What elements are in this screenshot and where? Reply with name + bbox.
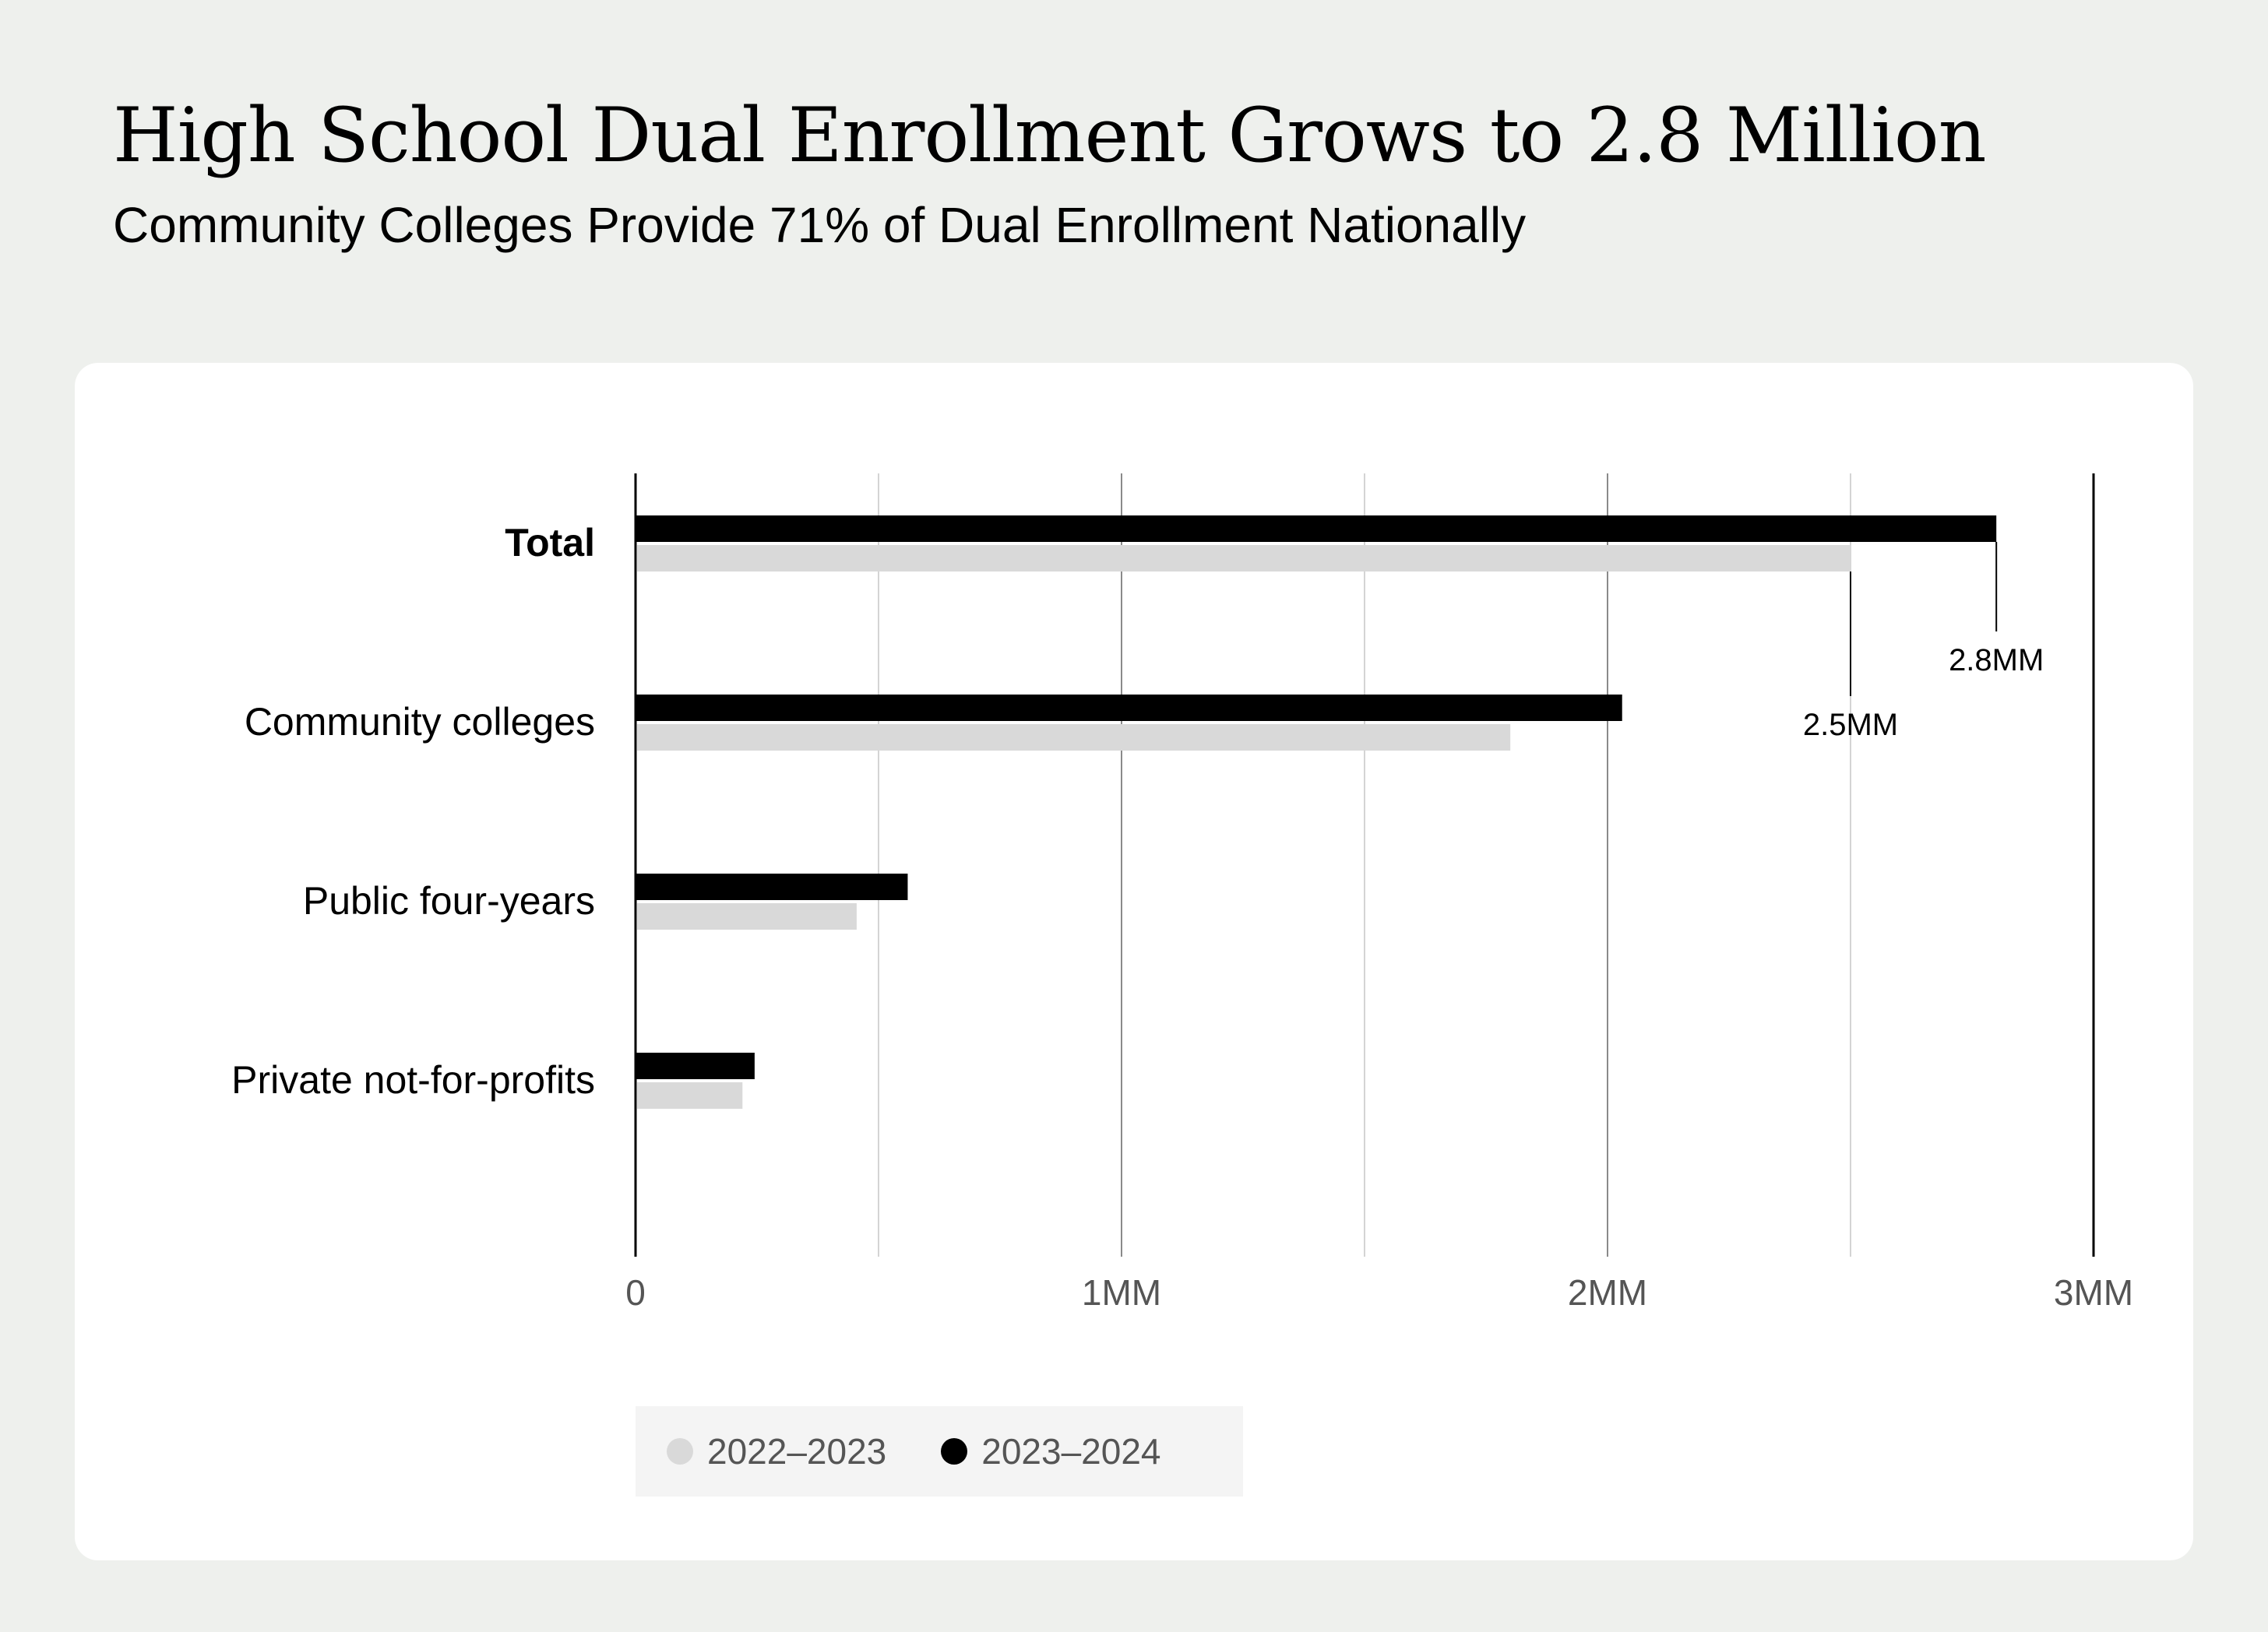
chart-subtitle: Community Colleges Provide 71% of Dual E… (113, 197, 1527, 253)
bar-public-four-years-2022-2023 (637, 903, 857, 930)
category-label-public-four-years: Public four-years (303, 879, 595, 923)
chart-card: 0 1MM 2MM 3MM Total Community colleges Public … (75, 363, 2193, 1560)
x-tick-label-1mm: 1MM (1082, 1272, 1161, 1313)
legend-dot-2022-2023 (667, 1438, 693, 1465)
bar-community-colleges-2022-2023 (637, 724, 1511, 751)
bar-chart: 0 1MM 2MM 3MM Total Community colleges Public … (231, 473, 2133, 1313)
category-label-private-not-for-profits: Private not-for-profits (231, 1058, 595, 1102)
bar-private-not-for-profits-2022-2023 (637, 1082, 743, 1109)
legend-item-2023-2024: 2023–2024 (941, 1430, 1161, 1472)
annotation-label-2-5mm: 2.5MM (1803, 708, 1898, 742)
category-label-community-colleges: Community colleges (245, 700, 595, 744)
category-label-total: Total (505, 521, 595, 565)
legend-item-2022-2023: 2022–2023 (667, 1430, 886, 1472)
x-tick-label-0: 0 (625, 1272, 646, 1313)
legend-label-2023-2024: 2023–2024 (981, 1431, 1161, 1472)
chart-title: High School Dual Enrollment Grows to 2.8… (113, 92, 1987, 179)
bar-total-2023-2024 (636, 515, 1997, 542)
bar-public-four-years-2023-2024 (636, 874, 908, 900)
legend-dot-2023-2024 (941, 1438, 968, 1465)
legend-label-2022-2023: 2022–2023 (707, 1431, 887, 1472)
bar-private-not-for-profits-2023-2024 (636, 1053, 755, 1079)
bar-total-2022-2023 (637, 545, 1851, 572)
x-tick-label-3mm: 3MM (2054, 1272, 2133, 1313)
x-tick-label-2mm: 2MM (1568, 1272, 1647, 1313)
annotation-label-2-8mm: 2.8MM (1949, 643, 2044, 677)
chart-legend: 2022–2023 2023–2024 (636, 1406, 1243, 1497)
bar-community-colleges-2023-2024 (636, 695, 1622, 721)
